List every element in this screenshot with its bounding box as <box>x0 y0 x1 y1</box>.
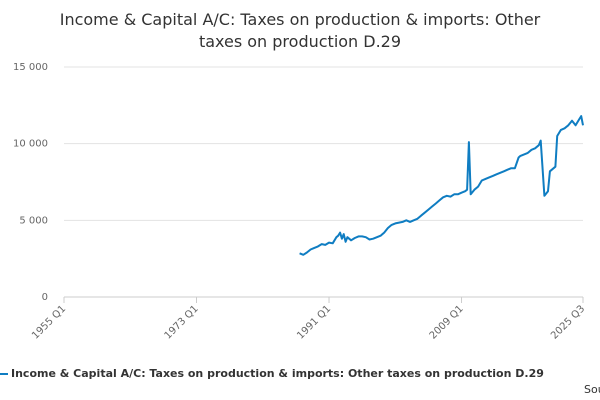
x-tick-label: 1991 Q1 <box>295 303 333 341</box>
x-tick-label: 1973 Q1 <box>163 303 201 341</box>
chart-title: Income & Capital A/C: Taxes on productio… <box>60 10 541 51</box>
legend-label: Income & Capital A/C: Taxes on productio… <box>11 367 544 380</box>
y-tick-label: 5 000 <box>19 215 48 226</box>
y-tick-label: 15 000 <box>13 62 48 73</box>
x-tick-label: 2025 Q3 <box>549 303 587 341</box>
x-tick-label: 2009 Q1 <box>428 303 466 341</box>
y-tick-label: 0 <box>42 292 48 303</box>
source: Source: <box>584 383 600 396</box>
y-tick-label: 10 000 <box>13 139 48 150</box>
x-tick-label: 1955 Q1 <box>30 303 68 341</box>
data-line <box>299 115 584 256</box>
